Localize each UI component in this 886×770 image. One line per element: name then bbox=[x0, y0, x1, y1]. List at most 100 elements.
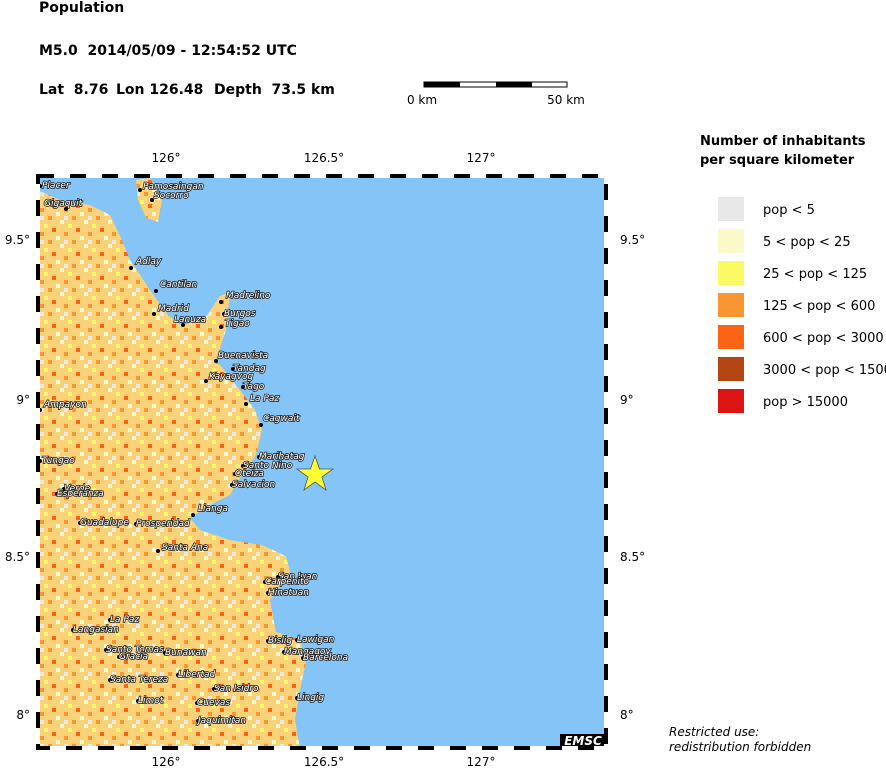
place-dot bbox=[295, 638, 299, 642]
place-label: Libertad bbox=[178, 670, 216, 680]
place-dot bbox=[136, 699, 140, 703]
place-dot bbox=[219, 325, 223, 329]
lon: Lon 126.48 bbox=[116, 82, 203, 98]
place-dot bbox=[214, 359, 218, 363]
place-dot bbox=[257, 455, 261, 459]
lon-tick-label: 126° bbox=[152, 151, 181, 165]
place-dot bbox=[176, 673, 180, 677]
legend-label: pop > 15000 bbox=[763, 395, 848, 410]
place-label: Santo Tomas bbox=[106, 645, 164, 655]
place-dot bbox=[231, 367, 235, 371]
place-label: Verde bbox=[64, 484, 91, 494]
place-label: La Paz bbox=[110, 615, 139, 625]
footer-1: Restricted use: bbox=[669, 725, 759, 739]
place-dot bbox=[204, 379, 208, 383]
place-dot bbox=[163, 651, 167, 655]
scale-bar bbox=[423, 81, 568, 88]
place-dot bbox=[266, 639, 270, 643]
island bbox=[136, 178, 162, 222]
star bbox=[295, 454, 335, 492]
scale-end: 50 km bbox=[547, 93, 585, 107]
place-dot bbox=[233, 472, 237, 476]
place-label: Ampayon bbox=[43, 400, 87, 410]
credit: EMSC bbox=[564, 734, 602, 748]
place-label: La Paz bbox=[250, 394, 279, 404]
place-label: Barcelona bbox=[303, 653, 348, 663]
place-dot bbox=[104, 648, 108, 652]
place-label: Lingig bbox=[297, 693, 324, 703]
place-dot bbox=[241, 464, 245, 468]
place-dot bbox=[222, 312, 226, 316]
place-dot bbox=[108, 618, 112, 622]
place-label: Bislig bbox=[268, 636, 292, 646]
place-dot bbox=[62, 487, 66, 491]
place-label: Oteiza bbox=[235, 469, 264, 479]
place-label: Lanuza bbox=[174, 315, 206, 325]
place-dot bbox=[64, 207, 68, 211]
place-label: Cantilan bbox=[160, 280, 198, 290]
depth: Depth 73.5 km bbox=[214, 82, 335, 98]
legend-label: 125 < pop < 600 bbox=[763, 299, 875, 314]
place-dot bbox=[244, 402, 248, 406]
lat-tick-label: 9.5° bbox=[620, 233, 645, 247]
place-label: Gracia bbox=[119, 652, 148, 662]
place-label: Buenavista bbox=[218, 351, 268, 361]
place-dot bbox=[241, 385, 245, 389]
place-label: Bunawan bbox=[165, 648, 207, 658]
place-dot bbox=[71, 628, 75, 632]
legend-swatch bbox=[718, 261, 744, 285]
place-label: Tago bbox=[243, 382, 265, 392]
place-dot bbox=[301, 656, 305, 660]
place-label: Cagwait bbox=[263, 414, 300, 424]
legend-swatch bbox=[718, 325, 744, 349]
lat-tick-label: 8° bbox=[620, 708, 634, 722]
place-label: Burgos bbox=[224, 309, 256, 319]
place-dot bbox=[129, 266, 133, 270]
lat-tick-label: 9.5° bbox=[5, 233, 30, 247]
place-label: San Isidro bbox=[214, 684, 259, 694]
place-label: Tandag bbox=[233, 364, 266, 374]
place-label: Santo Nino bbox=[243, 461, 293, 471]
legend-label: 5 < pop < 25 bbox=[763, 235, 851, 250]
place-label: Santa Tereza bbox=[110, 675, 168, 685]
title: Population bbox=[39, 0, 124, 16]
place-label: Langasian bbox=[73, 625, 119, 635]
lon-tick-label: 126.5° bbox=[304, 151, 344, 165]
place-label: Adlay bbox=[135, 257, 162, 267]
place-label: Prosperidad bbox=[136, 519, 190, 529]
legend-swatch bbox=[718, 229, 744, 253]
place-dot bbox=[152, 312, 156, 316]
legend-label: 25 < pop < 125 bbox=[763, 267, 867, 282]
scale-start: 0 km bbox=[407, 93, 437, 107]
lat-tick-label: 9° bbox=[16, 393, 30, 407]
place-label: Lianga bbox=[198, 504, 228, 514]
place-dot bbox=[282, 650, 286, 654]
place-dot bbox=[266, 591, 270, 595]
place-label: Marihatag bbox=[259, 452, 305, 462]
lon-tick-label: 126° bbox=[152, 755, 181, 769]
place-label: Mangagoy bbox=[284, 647, 331, 657]
place-dot bbox=[259, 423, 263, 427]
place-label: Socorro bbox=[154, 191, 189, 201]
place-label: Madrid bbox=[158, 304, 189, 314]
legend-title: Number of inhabitants bbox=[700, 134, 866, 149]
land bbox=[38, 190, 306, 748]
place-label: Jaquimitan bbox=[196, 716, 246, 726]
lat-tick-label: 8.5° bbox=[620, 550, 645, 564]
place-label: Carpenito bbox=[265, 577, 309, 587]
legend-swatch bbox=[718, 197, 744, 221]
lat-tick-label: 8° bbox=[16, 708, 30, 722]
place-dot bbox=[212, 687, 216, 691]
lat-tick-label: 9° bbox=[620, 393, 634, 407]
credit-box bbox=[560, 734, 606, 748]
place-dot bbox=[196, 719, 200, 723]
legend-subtitle: per square kilometer bbox=[700, 153, 855, 168]
place-label: Limot bbox=[138, 696, 164, 706]
place-dot bbox=[150, 198, 154, 202]
legend-label: 3000 < pop < 15000 bbox=[763, 363, 886, 378]
place-dot bbox=[154, 289, 158, 293]
legend-label: 600 < pop < 3000 bbox=[763, 331, 884, 346]
lon-tick-label: 127° bbox=[467, 755, 496, 769]
